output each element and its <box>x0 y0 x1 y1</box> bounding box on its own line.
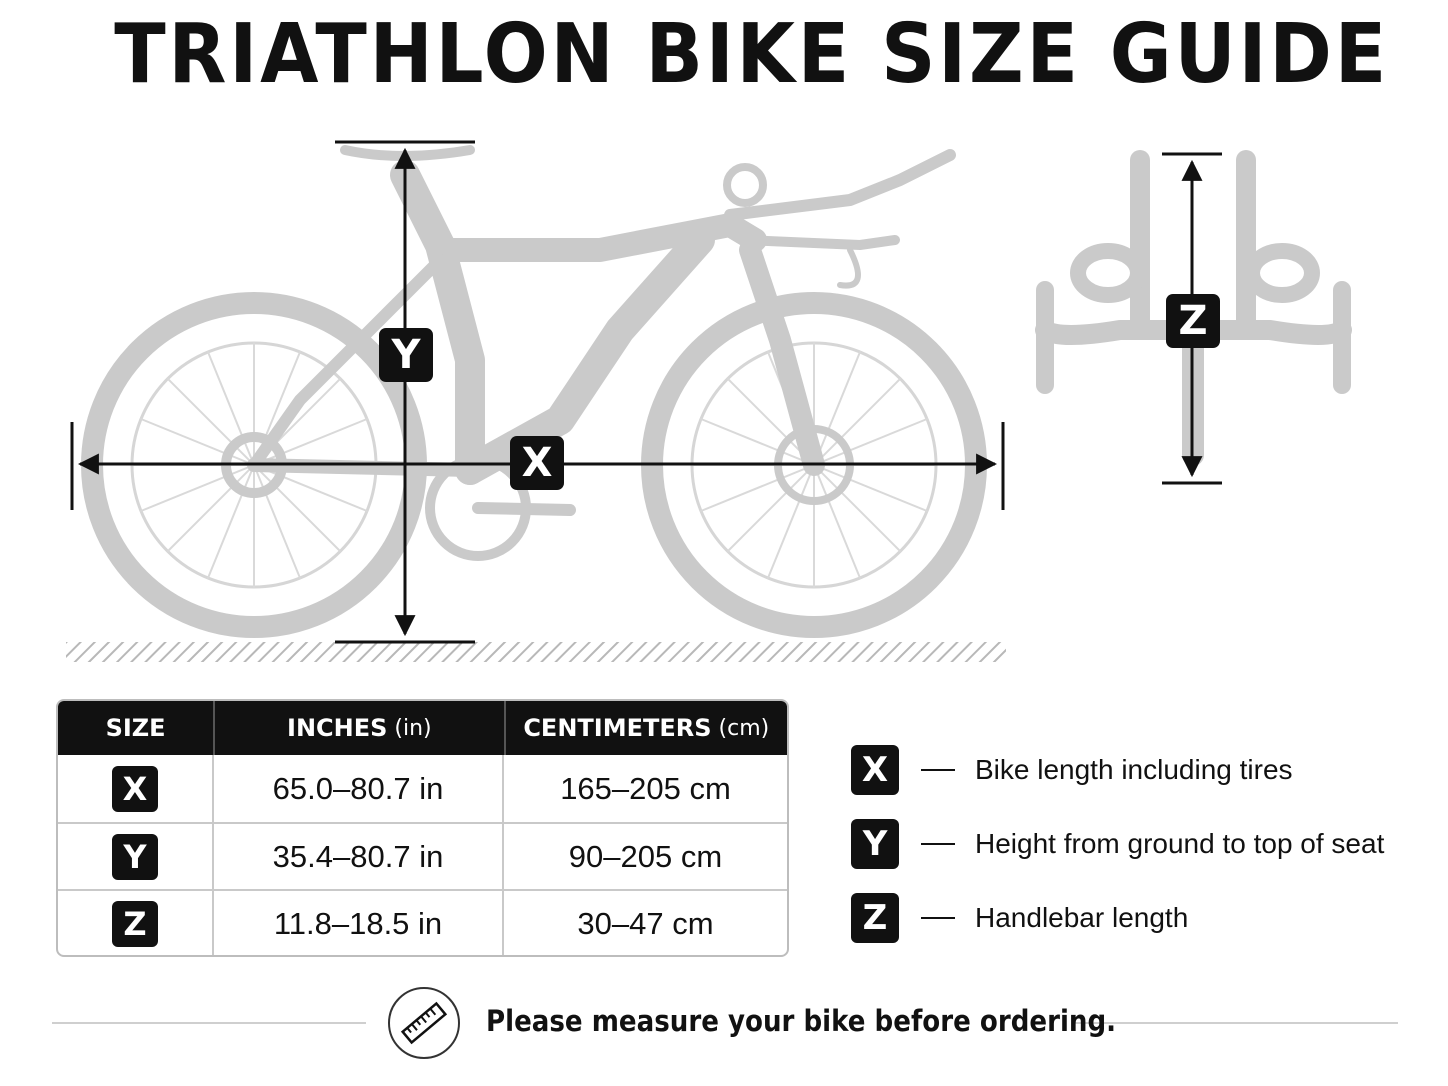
ground-hatch <box>66 642 1006 662</box>
footer-divider-left <box>52 1022 366 1024</box>
footer-divider-right <box>1074 1022 1398 1024</box>
legend-dash <box>921 769 955 771</box>
table-row: X 65.0–80.7 in 165–205 cm <box>58 755 787 822</box>
legend-text: Bike length including tires <box>975 754 1293 785</box>
size-badge: Y <box>112 833 158 880</box>
legend-key: Y <box>851 819 899 869</box>
bike-silhouette <box>81 145 987 638</box>
table-header: SIZE INCHES (in) CENTIMETERS (cm) <box>58 701 787 755</box>
size-badge: Z <box>112 900 158 947</box>
z-label-badge: Z <box>1166 294 1220 348</box>
legend-key: Z <box>851 893 899 943</box>
inches-cell: 35.4–80.7 in <box>214 824 504 889</box>
table-row: Y 35.4–80.7 in 90–205 cm <box>58 822 787 889</box>
size-badge: X <box>112 765 158 812</box>
legend-key: X <box>851 745 899 795</box>
ruler-glyph <box>400 1001 448 1045</box>
header-inches: INCHES (in) <box>215 701 506 755</box>
legend-dash <box>921 843 955 845</box>
inches-cell: 11.8–18.5 in <box>214 891 504 955</box>
legend: X Bike length including tires Y Height f… <box>851 745 1384 967</box>
legend-item: Y Height from ground to top of seat <box>851 819 1384 869</box>
cm-cell: 30–47 cm <box>577 905 714 941</box>
cm-cell: 90–205 cm <box>568 838 723 874</box>
ruler-icon <box>388 987 460 1059</box>
inches-cell: 65.0–80.7 in <box>214 755 504 822</box>
x-label-badge: X <box>510 436 564 490</box>
header-size: SIZE <box>58 701 216 755</box>
legend-dash <box>921 917 955 919</box>
legend-item: Z Handlebar length <box>851 893 1384 943</box>
legend-text: Height from ground to top of seat <box>975 828 1385 859</box>
cm-cell: 165–205 cm <box>560 770 731 806</box>
y-label-badge: Y <box>379 328 433 382</box>
size-table: SIZE INCHES (in) CENTIMETERS (cm) X 65.0–8… <box>56 699 789 957</box>
footer-note: Please measure your bike before ordering… <box>486 1004 1117 1038</box>
legend-item: X Bike length including tires <box>851 745 1384 795</box>
page-title: TRIATHLON BIKE SIZE GUIDE <box>114 7 1389 102</box>
table-row: Z 11.8–18.5 in 30–47 cm <box>58 889 787 955</box>
header-centimeters: CENTIMETERS (cm) <box>523 714 770 742</box>
legend-text: Handlebar length <box>975 902 1189 933</box>
